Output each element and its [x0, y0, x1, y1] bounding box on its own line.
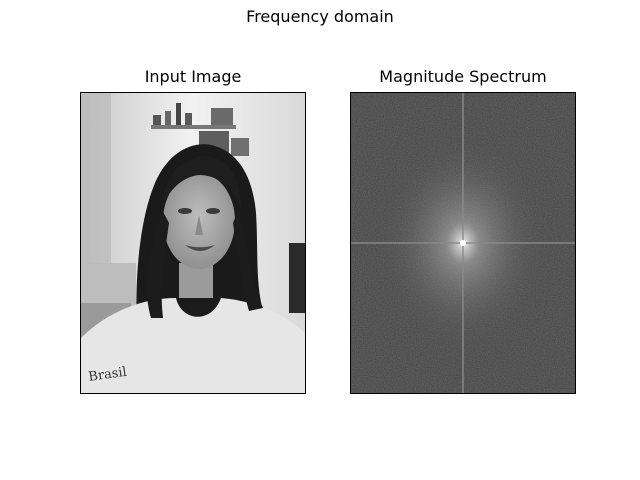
figure-title: Frequency domain — [0, 7, 640, 26]
magnitude-spectrum-title: Magnitude Spectrum — [350, 67, 576, 86]
magnitude-spectrum-panel — [350, 92, 576, 394]
magnitude-spectrum-image — [351, 93, 575, 393]
input-image-title: Input Image — [80, 67, 306, 86]
input-image-panel: Brasil — [80, 92, 306, 394]
input-image: Brasil — [81, 93, 305, 393]
